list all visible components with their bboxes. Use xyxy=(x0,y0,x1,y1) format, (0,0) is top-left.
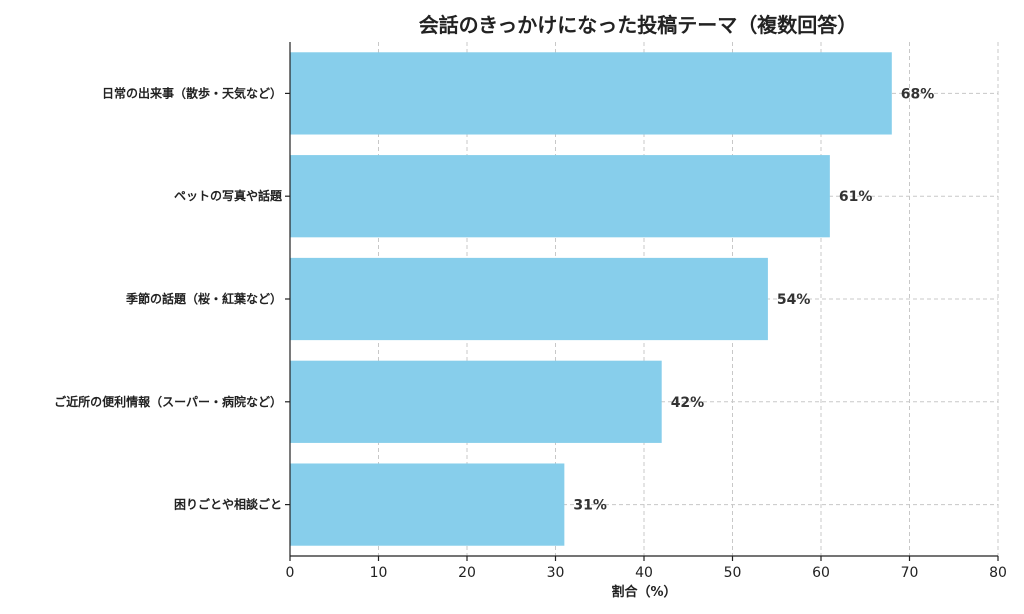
x-tick-label: 0 xyxy=(286,565,295,581)
category-label: 季節の話題（桜・紅葉など） xyxy=(125,291,282,306)
category-label: ご近所の便利情報（スーパー・病院など） xyxy=(54,394,282,409)
x-tick-label: 30 xyxy=(547,565,565,581)
x-tick-label: 10 xyxy=(370,565,388,581)
bar xyxy=(290,463,565,546)
category-label: 日常の出来事（散歩・天気など） xyxy=(102,85,282,100)
x-tick-label: 20 xyxy=(458,565,476,581)
x-tick-label: 80 xyxy=(989,565,1007,581)
value-label: 61% xyxy=(839,189,873,205)
value-label-layer: 68% 61% 54% 42% 31% xyxy=(573,86,934,513)
value-label: 68% xyxy=(901,86,935,102)
value-label: 31% xyxy=(573,498,607,514)
bar xyxy=(290,257,768,341)
value-label: 54% xyxy=(777,292,811,308)
x-tick-label: 40 xyxy=(635,565,653,581)
bar xyxy=(290,52,892,135)
chart-title: 会話のきっかけになった投稿テーマ（複数回答） xyxy=(419,13,858,37)
bar xyxy=(290,155,830,238)
category-label: ペットの写真や話題 xyxy=(174,188,283,203)
bar xyxy=(290,360,662,443)
x-tick-label: 60 xyxy=(812,565,830,581)
x-tick-layer: 0 10 20 30 40 50 60 70 80 xyxy=(286,556,1007,581)
category-label: 困りごとや相談ごと xyxy=(174,497,282,512)
x-tick-label: 70 xyxy=(901,565,919,581)
x-tick-label: 50 xyxy=(724,565,742,581)
value-label: 42% xyxy=(671,395,705,411)
x-axis-label: 割合（%） xyxy=(611,584,676,600)
bar-layer xyxy=(290,52,892,546)
